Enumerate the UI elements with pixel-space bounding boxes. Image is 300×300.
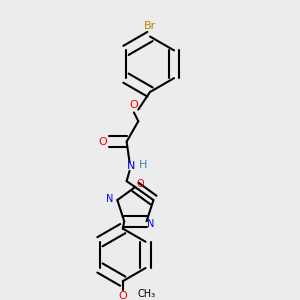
Text: CH₃: CH₃ <box>137 289 155 299</box>
Text: N: N <box>106 194 114 204</box>
Text: O: O <box>98 137 107 147</box>
Text: O: O <box>137 179 145 189</box>
Text: H: H <box>139 160 147 170</box>
Text: O: O <box>130 100 138 110</box>
Text: N: N <box>127 161 135 172</box>
Text: O: O <box>118 291 127 300</box>
Text: Br: Br <box>144 21 156 31</box>
Text: N: N <box>147 219 155 229</box>
